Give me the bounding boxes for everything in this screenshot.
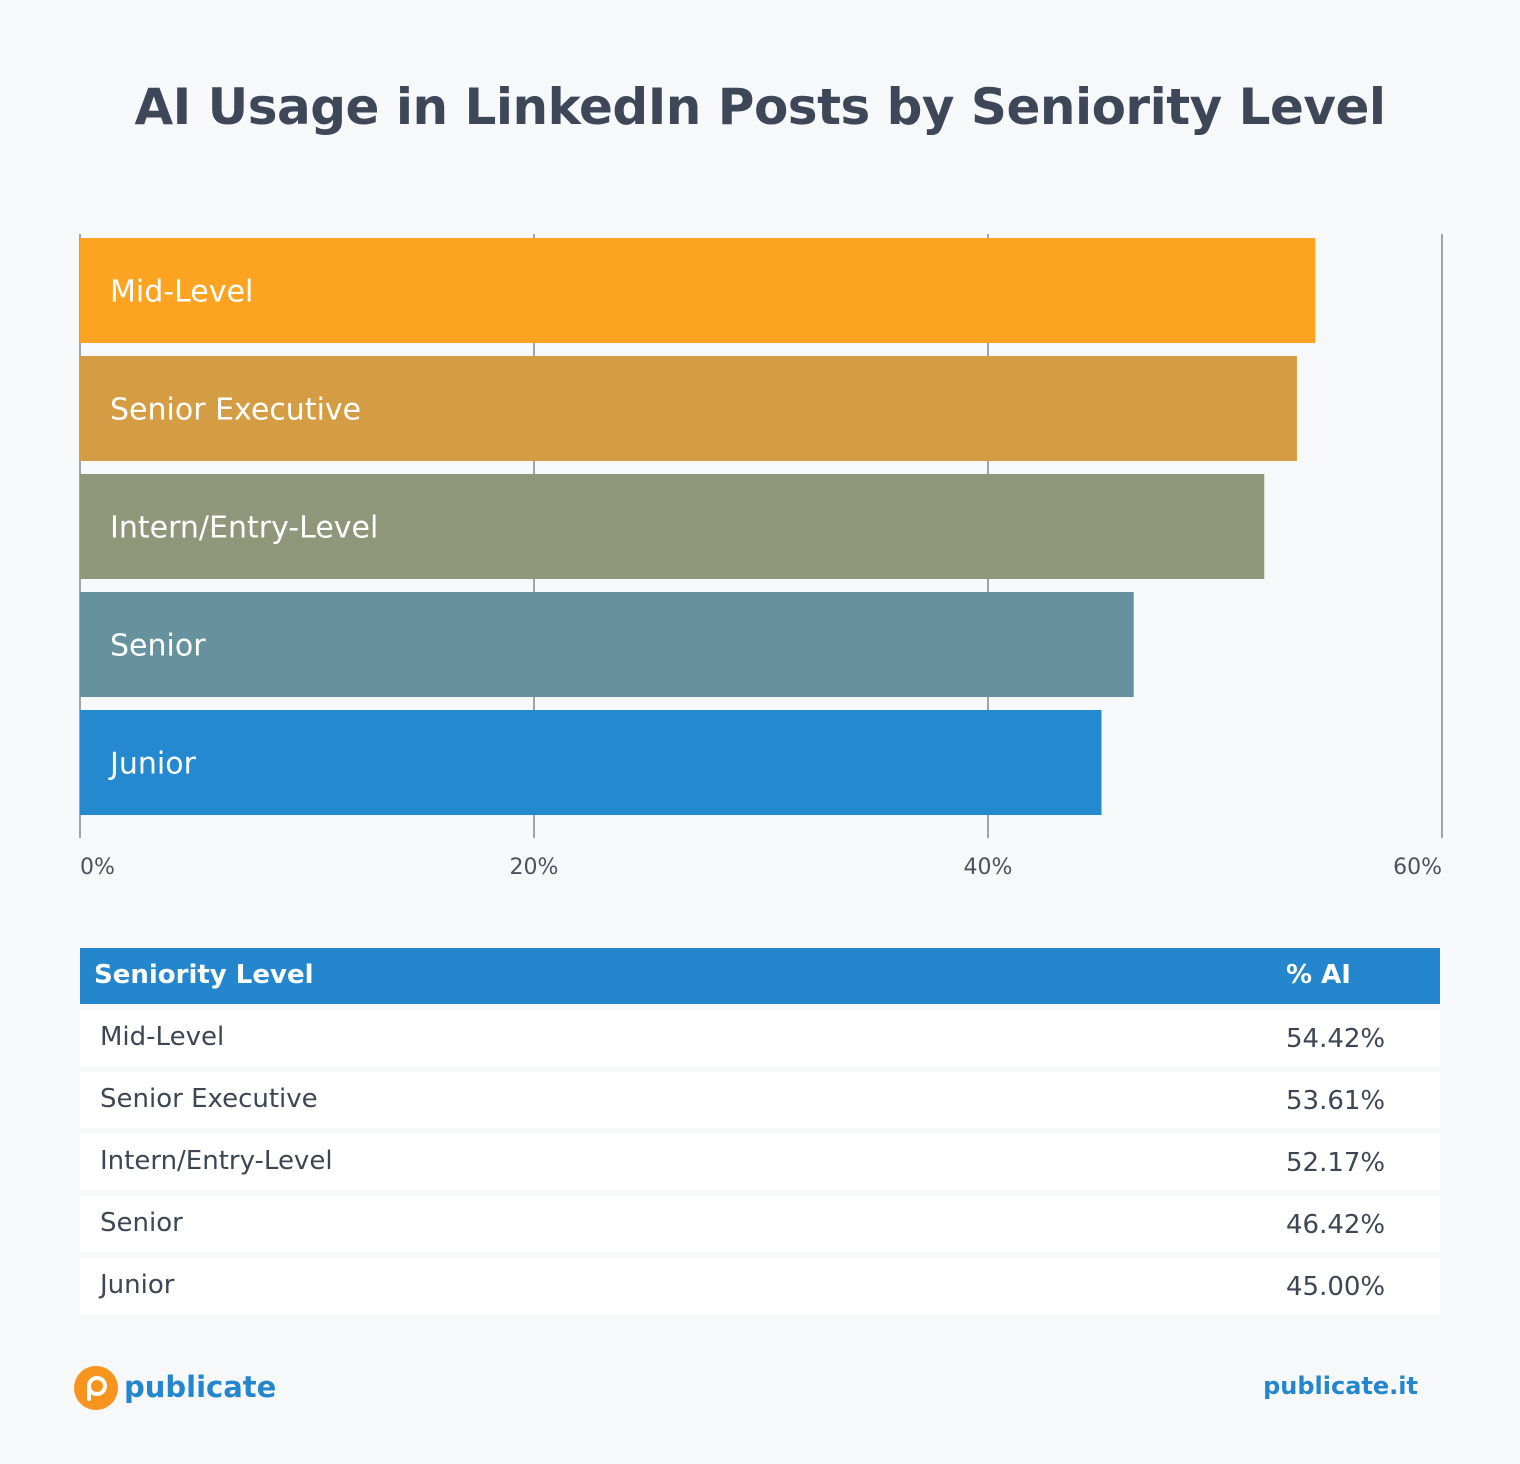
bar-label: Mid-Level bbox=[110, 275, 253, 310]
x-tick-label: 0% bbox=[80, 855, 115, 880]
row-percent-cell: 53.61% bbox=[1286, 1086, 1386, 1116]
footer-url-link[interactable]: publicate.it bbox=[1263, 1372, 1418, 1400]
row-percent-cell: 46.42% bbox=[1286, 1210, 1386, 1240]
row-percent-cell: 45.00% bbox=[1286, 1272, 1386, 1302]
page-title: AI Usage in LinkedIn Posts by Seniority … bbox=[134, 78, 1386, 136]
bar-label: Senior bbox=[110, 629, 206, 664]
bar-label: Junior bbox=[108, 747, 197, 782]
bar-chart: Mid-Level Senior Executive Intern/Entry-Le… bbox=[79, 234, 1443, 880]
header-seniority-level: Seniority Level bbox=[94, 960, 314, 990]
row-level-cell: Junior bbox=[100, 1270, 175, 1300]
publicate-logo-icon bbox=[74, 1366, 118, 1410]
table-row: Junior 45.00% bbox=[80, 1258, 1440, 1314]
row-percent-cell: 52.17% bbox=[1286, 1148, 1386, 1178]
row-percent-cell: 54.42% bbox=[1286, 1024, 1386, 1054]
table-header: Seniority Level % AI bbox=[80, 948, 1440, 1004]
bar-intern-entry-level bbox=[80, 474, 1265, 579]
table-row: Senior 46.42% bbox=[80, 1196, 1440, 1252]
row-level-cell: Mid-Level bbox=[100, 1022, 225, 1052]
bar-mid-level bbox=[80, 238, 1316, 343]
bar-junior bbox=[80, 710, 1102, 815]
bar-senior-executive bbox=[80, 356, 1297, 461]
header-percent-ai: % AI bbox=[1286, 960, 1351, 990]
bar-label: Intern/Entry-Level bbox=[110, 511, 378, 546]
bar-senior bbox=[80, 592, 1134, 697]
table-row: Intern/Entry-Level 52.17% bbox=[80, 1134, 1440, 1190]
row-level-cell: Intern/Entry-Level bbox=[100, 1146, 333, 1176]
row-level-cell: Senior Executive bbox=[100, 1084, 318, 1114]
bar-label: Senior Executive bbox=[110, 393, 361, 428]
x-tick-label: 20% bbox=[510, 855, 559, 880]
table-row: Mid-Level 54.42% bbox=[80, 1010, 1440, 1066]
table-row: Senior Executive 53.61% bbox=[80, 1072, 1440, 1128]
brand-name: publicate bbox=[124, 1370, 277, 1404]
x-tick-label: 40% bbox=[964, 855, 1013, 880]
x-tick-label: 60% bbox=[1393, 855, 1442, 880]
data-table: Seniority Level % AI Mid-Level 54.42% Se… bbox=[80, 948, 1440, 1314]
row-level-cell: Senior bbox=[100, 1208, 183, 1238]
